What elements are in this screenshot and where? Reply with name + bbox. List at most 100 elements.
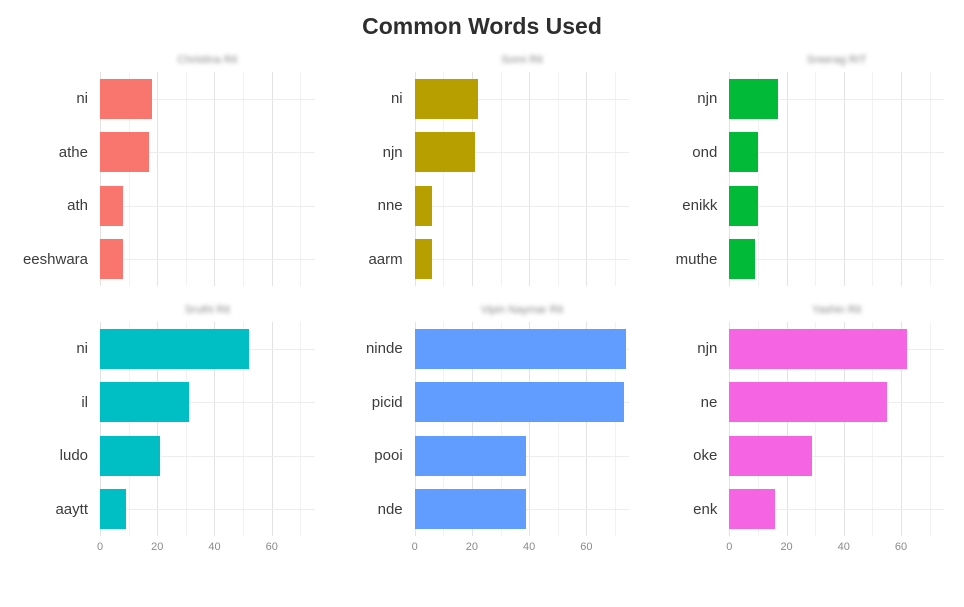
bar-row xyxy=(100,322,315,376)
x-tick-label: 60 xyxy=(265,541,278,553)
bar-row xyxy=(100,233,315,287)
bar xyxy=(729,489,776,530)
gridline xyxy=(471,72,473,286)
gridline xyxy=(100,402,315,404)
facet-6: Yashin Rit njn ne oke enk 0 20 40 60 xyxy=(637,300,944,558)
gridline xyxy=(100,322,101,536)
gridline xyxy=(185,72,187,286)
plot-panel xyxy=(414,322,630,537)
gridline xyxy=(100,152,315,154)
bar xyxy=(100,78,152,119)
y-label: ninde xyxy=(365,340,403,358)
bar xyxy=(414,489,527,530)
gridline xyxy=(128,322,130,536)
gridline xyxy=(586,322,588,536)
y-label: enk xyxy=(693,500,718,518)
bar-row xyxy=(414,429,630,483)
gridlines xyxy=(414,72,630,286)
y-axis-labels: ninde picid pooi nde xyxy=(323,322,415,536)
gridline xyxy=(214,322,216,536)
x-tick-label: 60 xyxy=(894,541,908,553)
facet-title: Sreerag RIT xyxy=(806,54,867,66)
gridline xyxy=(757,72,759,286)
gridline xyxy=(901,72,903,286)
gridline xyxy=(729,455,944,457)
gridline xyxy=(157,322,159,536)
gridline xyxy=(843,72,845,286)
x-tick-label: 20 xyxy=(151,541,164,553)
y-label: njn xyxy=(697,340,718,358)
x-tick-label: 0 xyxy=(726,541,733,553)
bar xyxy=(414,132,475,173)
y-axis-labels: ni njn nne aarm xyxy=(323,72,415,286)
y-label: aaytt xyxy=(55,500,88,518)
x-axis-ticks: 0 20 40 60 xyxy=(97,536,315,558)
bar-row xyxy=(414,126,630,180)
facet-body: ninde picid pooi nde xyxy=(323,322,630,536)
gridline xyxy=(557,72,559,286)
y-label: ni xyxy=(76,340,88,358)
facet-title: Yashin Rit xyxy=(811,304,862,316)
facet-1: Christina Rit ni athe ath eeshwara xyxy=(8,50,315,286)
gridline xyxy=(443,72,445,286)
bar-row xyxy=(414,483,630,537)
y-label: njn xyxy=(382,143,403,161)
bar-row xyxy=(729,126,944,180)
x-axis: 0 20 40 60 xyxy=(323,536,630,558)
y-label: oke xyxy=(693,447,718,465)
gridline xyxy=(901,322,903,536)
bar xyxy=(100,435,161,476)
y-label: athe xyxy=(58,143,88,161)
facet-body: ni athe ath eeshwara xyxy=(8,72,315,286)
gridline xyxy=(100,205,315,207)
plot-panel xyxy=(729,322,944,536)
y-label: ni xyxy=(390,90,403,108)
y-label: nde xyxy=(377,500,403,518)
gridline xyxy=(729,259,944,261)
facet-body: ni njn nne aarm xyxy=(323,72,630,286)
y-label: muthe xyxy=(675,250,718,268)
x-tick-label: 40 xyxy=(523,541,536,553)
gridline xyxy=(872,72,874,286)
gridline xyxy=(214,72,216,286)
bar-row xyxy=(414,376,630,430)
gridline xyxy=(729,152,944,154)
bar-row xyxy=(729,376,944,430)
bar-row xyxy=(414,72,630,126)
gridline xyxy=(500,72,502,286)
gridline xyxy=(557,322,559,536)
bar-row xyxy=(729,429,944,483)
gridline xyxy=(443,322,445,536)
gridline xyxy=(243,72,245,286)
y-label: ni xyxy=(76,90,88,108)
gridline xyxy=(729,322,731,536)
gridline xyxy=(414,322,416,536)
gridline xyxy=(300,72,302,286)
page: Common Words Used Christina Rit ni athe ath… xyxy=(8,13,944,558)
x-axis-ticks: 0 20 40 60 xyxy=(411,536,630,558)
bar xyxy=(100,132,149,173)
gridline xyxy=(615,72,617,286)
x-axis-gutter xyxy=(323,536,415,558)
x-tick-label: 0 xyxy=(411,541,418,553)
x-tick-label: 40 xyxy=(837,541,850,553)
gridline xyxy=(786,322,788,536)
plot-panel xyxy=(100,72,315,286)
gridline xyxy=(615,322,617,536)
gridline xyxy=(100,98,315,100)
y-label: ath xyxy=(67,197,88,215)
gridline xyxy=(271,322,273,536)
gridline xyxy=(929,322,931,536)
y-axis-labels: njn ond enikk muthe xyxy=(637,72,729,286)
bar xyxy=(100,489,126,530)
bar xyxy=(729,239,756,280)
gridline xyxy=(414,72,416,286)
gridline xyxy=(100,509,315,511)
gridlines xyxy=(729,72,944,286)
bar-row xyxy=(100,179,315,233)
facet-body: njn ne oke enk xyxy=(637,322,944,536)
plot-panel xyxy=(414,72,630,286)
bar-row xyxy=(729,322,944,376)
chart-title: Common Words Used xyxy=(362,13,602,39)
gridline xyxy=(729,205,944,207)
